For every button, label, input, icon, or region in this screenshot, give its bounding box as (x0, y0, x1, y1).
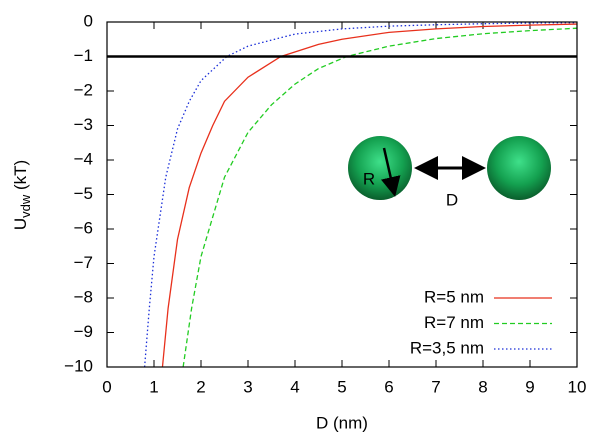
y-axis-label: Uvdw (kT) (11, 160, 33, 230)
x-tick-label: 10 (568, 377, 587, 396)
series-line (161, 23, 577, 367)
y-tick-label: −7 (74, 253, 93, 272)
y-tick-label: −3 (74, 115, 93, 134)
legend-label: R=3,5 nm (410, 338, 484, 357)
inset-diagram: R D (348, 136, 551, 209)
radius-label: R (363, 169, 375, 188)
x-tick-label: 4 (290, 377, 299, 396)
sphere (348, 136, 412, 200)
x-tick-label: 8 (478, 377, 487, 396)
y-tick-label: −2 (74, 80, 93, 99)
x-tick-label: 1 (149, 377, 158, 396)
plot-frame (106, 21, 578, 368)
x-tick-label: 6 (384, 377, 393, 396)
sphere (487, 136, 551, 200)
x-tick-label: 0 (102, 377, 111, 396)
y-tick-label: −8 (74, 287, 93, 306)
x-tick-label: 3 (243, 377, 252, 396)
legend-label: R=7 nm (424, 313, 484, 332)
y-tick-label: −9 (74, 322, 93, 341)
plot-area (143, 22, 577, 367)
x-tick-label: 2 (196, 377, 205, 396)
y-label-sub: vdw (18, 194, 33, 218)
x-tick-label: 7 (431, 377, 440, 396)
x-tick-label: 9 (525, 377, 534, 396)
legend-label: R=5 nm (424, 287, 484, 306)
y-tick-label: −6 (74, 218, 93, 237)
x-axis-label: D (nm) (316, 413, 368, 432)
radius-arrow (380, 147, 401, 197)
y-tick-label: −4 (74, 149, 93, 168)
x-tick-label: 5 (337, 377, 346, 396)
y-label-main: U (11, 218, 30, 230)
y-tick-label: −5 (74, 184, 93, 203)
y-label-rest: (kT) (11, 160, 30, 195)
y-tick-label: −1 (74, 46, 93, 65)
y-tick-label: −10 (64, 356, 93, 375)
y-tick-label: 0 (84, 11, 93, 30)
distance-label: D (446, 190, 458, 209)
